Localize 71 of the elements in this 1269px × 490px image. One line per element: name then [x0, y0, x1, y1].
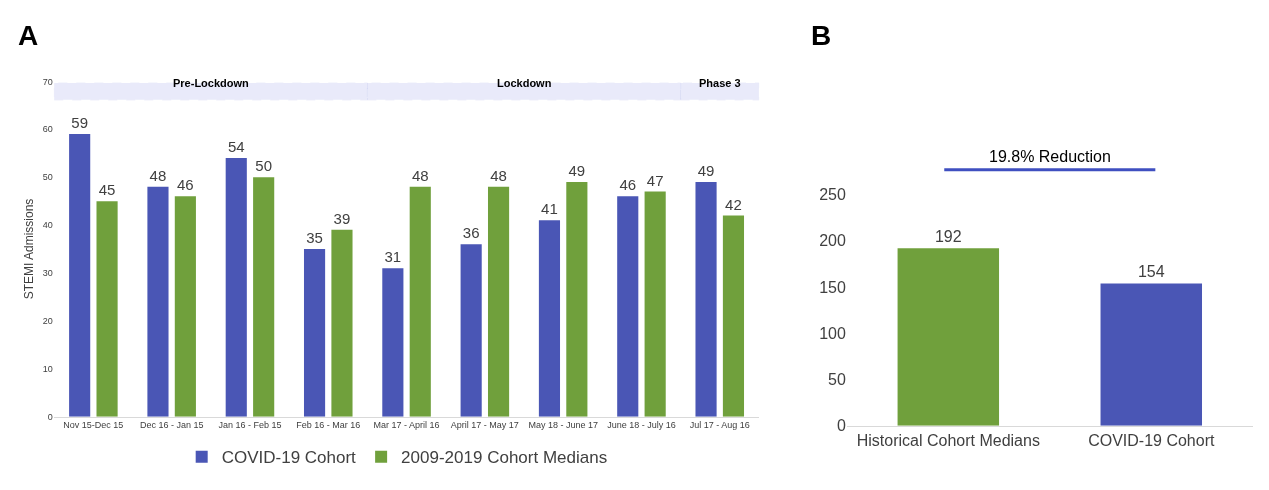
bar — [695, 181, 717, 417]
x-tick-label: Mar 17 - April 16 — [373, 420, 440, 431]
data-label: 48 — [149, 166, 167, 184]
x-tick-label: Nov 15-Dec 15 — [63, 420, 124, 431]
data-label: 42 — [725, 195, 742, 213]
bar — [644, 191, 666, 417]
bar — [722, 215, 745, 417]
bar — [69, 134, 91, 417]
data-label: 41 — [541, 200, 558, 218]
data-label: 31 — [384, 248, 402, 266]
y-tick-label: 70 — [42, 76, 53, 87]
x-tick-label: June 18 - July 16 — [607, 420, 676, 431]
data-label: 154 — [1137, 263, 1165, 281]
y-tick-label: 100 — [819, 324, 846, 342]
y-tick-label: 200 — [819, 232, 846, 250]
x-tick-label: Feb 16 - Mar 16 — [296, 420, 361, 431]
bar — [538, 220, 561, 417]
bar — [331, 229, 353, 417]
bar — [460, 244, 482, 417]
y-tick-label: 10 — [42, 363, 53, 374]
y-tick-label: 0 — [836, 417, 846, 435]
bar — [253, 177, 275, 417]
data-label: 39 — [333, 209, 351, 227]
bar — [409, 186, 431, 417]
y-tick-label: 50 — [828, 371, 846, 389]
band-label: Lockdown — [497, 77, 552, 89]
y-tick-label: 40 — [42, 220, 53, 231]
data-label: 59 — [71, 114, 89, 132]
data-label: 36 — [462, 224, 480, 242]
x-tick-label: Historical Cohort Medians — [856, 431, 1040, 449]
data-label: 50 — [255, 157, 273, 175]
y-tick-label: 50 — [42, 172, 53, 183]
bar — [174, 196, 196, 417]
x-tick-label: May 18 - June 17 — [528, 420, 598, 431]
y-tick-label: 60 — [42, 124, 53, 135]
data-label: 45 — [98, 181, 116, 199]
x-tick-label: Jan 16 - Feb 15 — [218, 420, 282, 431]
y-tick-label: 250 — [819, 186, 846, 204]
bar — [303, 249, 326, 417]
text: 19.8% Reduction — [989, 148, 1111, 165]
y-tick-label: 0 — [47, 411, 53, 422]
legend-label: 2009-2019 Cohort Medians — [401, 448, 608, 468]
chart-title: A — [18, 20, 39, 51]
y-tick-label: 20 — [42, 316, 53, 327]
bar — [147, 186, 169, 417]
data-label: 48 — [490, 166, 507, 184]
data-label: 46 — [177, 176, 194, 194]
bar — [96, 201, 118, 417]
data-label: 192 — [934, 228, 962, 246]
bar — [225, 158, 247, 417]
x-tick-label: Dec 16 - Jan 15 — [139, 420, 204, 431]
data-label: 48 — [411, 166, 429, 184]
data-label: 54 — [227, 138, 245, 156]
legend-label: COVID-19 Cohort — [221, 448, 357, 468]
bar — [382, 268, 404, 417]
data-label: 35 — [306, 229, 323, 247]
data-label: 49 — [697, 161, 715, 179]
band-label: Phase 3 — [699, 77, 741, 89]
x-tick-label: April 17 - May 17 — [450, 420, 519, 431]
data-label: 47 — [646, 171, 664, 189]
bar — [617, 196, 639, 417]
chart-title: B — [811, 20, 832, 51]
y-axis-title: STEMI Admissions — [22, 198, 36, 300]
bar — [566, 181, 588, 417]
y-tick-label: 150 — [819, 278, 846, 296]
band-label: Pre-Lockdown — [173, 77, 250, 89]
data-label: 46 — [619, 176, 637, 194]
x-tick-label: Jul 17 - Aug 16 — [689, 420, 750, 431]
bar — [487, 186, 510, 417]
y-tick-label: 30 — [42, 268, 53, 279]
data-label: 49 — [568, 161, 586, 179]
